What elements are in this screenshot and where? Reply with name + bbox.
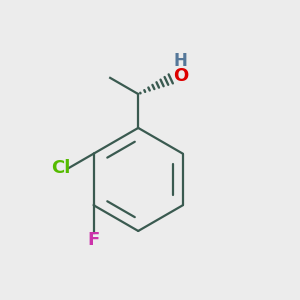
Text: H: H xyxy=(174,52,188,70)
Text: F: F xyxy=(88,231,100,249)
Text: O: O xyxy=(172,68,188,85)
Text: Cl: Cl xyxy=(51,159,70,177)
